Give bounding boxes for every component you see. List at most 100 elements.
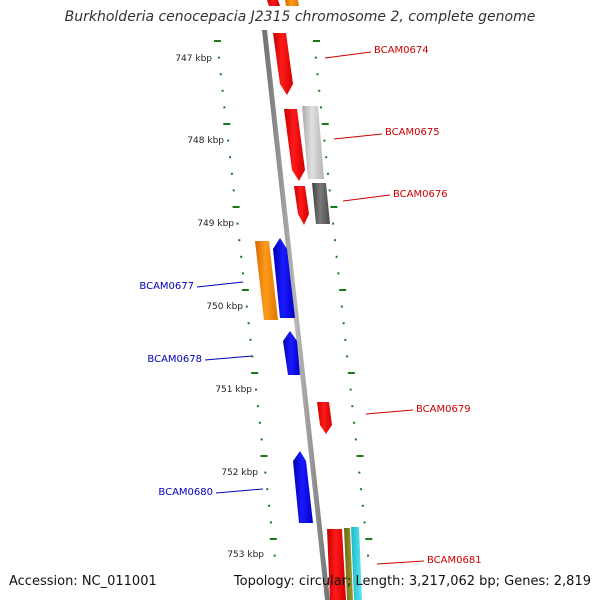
minor-tick	[314, 56, 317, 59]
minor-tick	[363, 521, 366, 524]
minor-tick	[227, 139, 230, 142]
major-tick	[241, 289, 249, 291]
gene-label-bcam0680[interactable]: BCAM0680	[158, 487, 213, 498]
minor-tick	[230, 172, 233, 175]
partial-gene-red	[267, 0, 280, 6]
minor-tick	[349, 388, 352, 391]
minor-tick	[269, 521, 272, 524]
gene-label-bcam0674[interactable]: BCAM0674	[374, 45, 429, 56]
minor-tick	[354, 438, 357, 441]
minor-tick	[323, 139, 326, 142]
minor-tick	[232, 189, 235, 192]
minor-tick	[337, 272, 340, 275]
scale-label-747: 747 kbp	[175, 54, 212, 64]
gene-label-bcam0677[interactable]: BCAM0677	[139, 281, 194, 292]
minor-tick	[328, 189, 331, 192]
minor-tick	[251, 355, 254, 358]
minor-tick	[236, 222, 239, 225]
gene-bcam0681-cyan	[351, 527, 362, 600]
minor-tick	[361, 504, 364, 507]
gene-bcam0674[interactable]	[273, 33, 293, 95]
gene-bcam0675[interactable]	[284, 109, 305, 181]
minor-tick	[326, 172, 329, 175]
accession-text: Accession: NC_011001	[9, 574, 157, 589]
minor-tick	[221, 89, 224, 92]
minor-tick	[358, 471, 361, 474]
scale-label-751: 751 kbp	[215, 385, 252, 395]
minor-tick	[318, 89, 321, 92]
minor-tick	[268, 504, 271, 507]
major-tick	[232, 206, 240, 208]
gene-label-bcam0675[interactable]: BCAM0675	[385, 127, 440, 138]
minor-tick	[256, 405, 259, 408]
major-tick	[365, 538, 373, 540]
minor-tick	[316, 73, 319, 76]
gene-bcam0679[interactable]	[317, 402, 332, 434]
minor-tick	[351, 405, 354, 408]
gene-bcam0676-neighbor[interactable]	[312, 183, 330, 224]
chromosome-title: Burkholderia cenocepacia J2315 chromosom…	[64, 9, 536, 25]
partial-gene-orange	[285, 0, 299, 6]
gene-label-bcam0679[interactable]: BCAM0679	[416, 404, 471, 415]
gene-label-bcam0678[interactable]: BCAM0678	[147, 354, 202, 365]
genome-summary-text: Topology: circular; Length: 3,217,062 bp…	[233, 574, 591, 589]
minor-tick	[266, 488, 269, 491]
gene-bcam0677[interactable]	[273, 238, 295, 318]
major-tick	[313, 40, 320, 42]
minor-tick	[255, 388, 258, 391]
major-tick	[214, 40, 221, 42]
gene-label-bcam0676[interactable]: BCAM0676	[393, 189, 448, 200]
scale-label-753: 753 kbp	[227, 550, 264, 560]
minor-tick	[332, 222, 335, 225]
scale-ticks	[214, 40, 373, 557]
gene-label-bcam0681[interactable]: BCAM0681	[427, 555, 482, 566]
minor-tick	[273, 554, 276, 557]
minor-tick	[247, 322, 250, 325]
gene-bcam0677-orange[interactable]	[255, 241, 278, 320]
minor-tick	[245, 305, 248, 308]
gene-bcam0681-olive	[344, 528, 353, 600]
scale-labels: 747 kbp 748 kbp 749 kbp 750 kbp 751 kbp …	[175, 54, 264, 560]
major-tick	[321, 123, 329, 125]
leader-bcam0680	[215, 488, 264, 494]
gene-bcam0675-neighbor[interactable]	[302, 106, 324, 179]
major-tick	[356, 455, 364, 457]
major-tick	[339, 289, 347, 291]
minor-tick	[360, 488, 363, 491]
minor-tick	[240, 255, 243, 258]
gene-bcam0676[interactable]	[294, 186, 309, 225]
scale-label-750: 750 kbp	[206, 302, 243, 312]
minor-tick	[260, 438, 263, 441]
major-tick	[347, 372, 355, 374]
minor-tick	[238, 239, 241, 242]
minor-tick	[217, 56, 220, 59]
minor-tick	[340, 305, 343, 308]
scale-label-752: 752 kbp	[221, 468, 258, 478]
minor-tick	[223, 106, 226, 109]
gene-bcam0680[interactable]	[293, 451, 313, 523]
minor-tick	[264, 471, 267, 474]
minor-tick	[242, 272, 245, 275]
scale-label-749: 749 kbp	[197, 219, 234, 229]
leader-bcam0674	[324, 51, 372, 59]
gene-labels: BCAM0674 BCAM0675 BCAM0676 BCAM0679 BCAM…	[139, 45, 481, 566]
leader-bcam0675	[333, 133, 383, 140]
major-tick	[260, 455, 268, 457]
major-tick	[269, 538, 277, 540]
minor-tick	[258, 421, 261, 424]
leader-bcam0676	[342, 194, 391, 202]
minor-tick	[319, 106, 322, 109]
major-tick	[330, 206, 338, 208]
minor-tick	[333, 239, 336, 242]
scale-label-748: 748 kbp	[187, 136, 224, 146]
gene-bcam0678[interactable]	[283, 331, 300, 375]
minor-tick	[367, 554, 370, 557]
minor-tick	[229, 156, 232, 159]
minor-tick	[344, 338, 347, 341]
leader-bcam0677	[196, 281, 244, 288]
gene-bcam0681[interactable]	[327, 529, 346, 600]
minor-tick	[219, 73, 222, 76]
minor-tick	[249, 338, 252, 341]
